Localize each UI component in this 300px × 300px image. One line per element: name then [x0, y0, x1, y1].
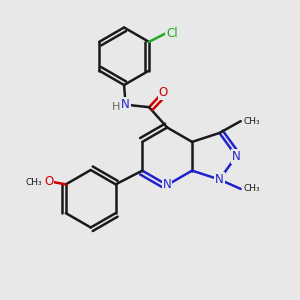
Text: Cl: Cl — [166, 27, 178, 40]
Text: O: O — [44, 175, 53, 188]
Text: CH₃: CH₃ — [25, 178, 42, 187]
Text: N: N — [121, 98, 130, 111]
Text: N: N — [215, 173, 224, 186]
Text: O: O — [158, 86, 168, 99]
Text: N: N — [163, 178, 172, 191]
Text: N: N — [232, 150, 241, 163]
Text: CH₃: CH₃ — [243, 117, 260, 126]
Text: CH₃: CH₃ — [243, 184, 260, 194]
Text: H: H — [112, 102, 120, 112]
